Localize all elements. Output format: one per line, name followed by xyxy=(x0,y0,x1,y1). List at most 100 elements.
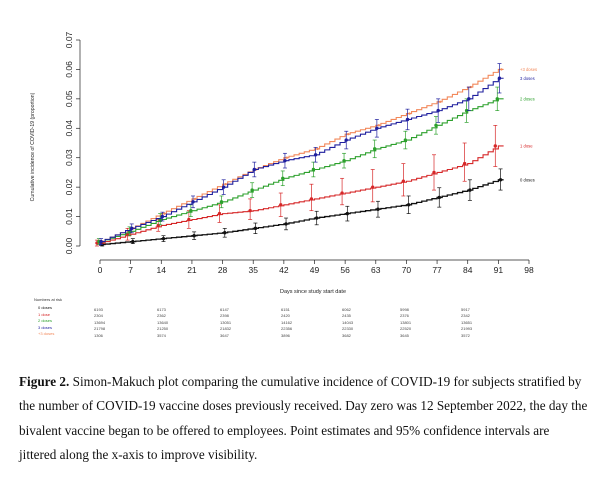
x-tick-label: 0 xyxy=(98,265,103,275)
risk-cell: 6193 xyxy=(94,306,103,312)
y-tick-label: 0.06 xyxy=(64,61,74,78)
y-tick-label: 0.00 xyxy=(64,237,74,254)
risk-cell: 6062 xyxy=(342,306,351,312)
step-line xyxy=(99,179,504,246)
risk-cell: 3574 xyxy=(157,332,166,338)
point-estimate xyxy=(99,239,103,244)
cumulative-incidence-chart: 0.00 0.01 0.02 0.03 0.04 0.05 0.06 0.07 0 7 14 21 28… xyxy=(30,31,537,295)
point-estimate xyxy=(437,195,441,200)
series-end-label: 0 doses xyxy=(520,177,535,182)
risk-table-title: Numbers at risk xyxy=(34,297,63,302)
point-estimate xyxy=(347,132,350,136)
point-estimate xyxy=(131,239,135,244)
point-estimate xyxy=(221,185,226,189)
point-estimate xyxy=(189,208,193,213)
x-tick-label: 63 xyxy=(371,265,381,275)
point-estimate xyxy=(283,158,287,163)
point-estimate xyxy=(316,147,319,151)
x-tick-label: 35 xyxy=(248,265,258,275)
point-estimate xyxy=(248,208,252,213)
point-estimate xyxy=(313,153,318,157)
point-estimate xyxy=(371,185,375,189)
risk-cell: 22330 xyxy=(342,326,354,331)
risk-cell: 6173 xyxy=(157,306,166,312)
point-estimate xyxy=(253,226,258,231)
risk-cell: 21993 xyxy=(461,326,473,331)
risk-cell: 22520 xyxy=(400,326,412,331)
point-estimate xyxy=(468,188,472,192)
x-tick-label: 98 xyxy=(524,265,534,275)
point-estimate xyxy=(377,124,381,127)
point-estimate xyxy=(408,112,411,115)
point-estimate xyxy=(498,178,503,182)
point-estimate xyxy=(432,170,436,175)
y-tick-label: 0.05 xyxy=(64,90,74,107)
point-estimate xyxy=(219,200,224,204)
x-axis-label: Days since study start date xyxy=(280,289,346,295)
risk-cell: 3647 xyxy=(220,332,229,338)
x-tick-label: 70 xyxy=(402,265,412,275)
point-estimate xyxy=(376,207,380,211)
point-estimate xyxy=(160,214,165,219)
point-estimate xyxy=(340,191,344,195)
point-estimate xyxy=(161,236,166,241)
series-end-label: +3 doses xyxy=(520,67,537,72)
point-estimate xyxy=(187,217,191,222)
x-tick-label: 7 xyxy=(128,265,133,275)
point-estimate xyxy=(375,126,379,130)
risk-cell: 2362 xyxy=(157,313,166,318)
point-estimate xyxy=(223,231,227,235)
risk-cell: 14162 xyxy=(281,319,293,325)
risk-cell: 3682 xyxy=(342,332,351,338)
point-estimate xyxy=(342,158,346,163)
point-estimate xyxy=(217,211,222,216)
point-estimate xyxy=(284,222,288,226)
point-estimate xyxy=(462,161,467,166)
point-estimate xyxy=(464,108,469,113)
point-estimate xyxy=(493,144,497,148)
point-estimate xyxy=(192,234,196,238)
point-estimate xyxy=(500,68,503,71)
point-estimate xyxy=(250,188,254,192)
risk-cell: 6147 xyxy=(220,306,229,312)
risk-cell: 21798 xyxy=(94,326,106,331)
point-estimate xyxy=(406,203,411,207)
series-3-doses: 3 doses xyxy=(99,63,535,246)
x-tick-label: 28 xyxy=(218,265,228,275)
risk-cell: 2435 xyxy=(342,313,351,318)
x-tick-label: 84 xyxy=(463,265,473,275)
risk-cell: 1306 xyxy=(94,332,103,338)
series-end-label: 3 doses xyxy=(520,76,535,81)
risk-cell: 13801 xyxy=(400,319,412,325)
point-estimate xyxy=(314,216,319,220)
risk-cell: 21832 xyxy=(220,326,232,331)
series-end-label: 2 doses xyxy=(520,96,535,101)
risk-cell: 13651 xyxy=(461,319,473,325)
risk-row-label: +3 doses xyxy=(38,331,55,336)
risk-cell: 5917 xyxy=(461,306,470,312)
risk-cell: 2304 xyxy=(94,313,103,318)
series-0-doses: 0 doses xyxy=(99,168,535,247)
risk-cell: 2376 xyxy=(400,313,409,318)
point-estimate xyxy=(495,97,499,101)
y-axis-label: Cumulative incidence of COVID-19 (propor… xyxy=(30,92,36,201)
x-tick-label: 14 xyxy=(157,265,167,275)
point-estimate xyxy=(252,167,257,172)
risk-cell: 3645 xyxy=(400,332,409,338)
risk-cell: 3572 xyxy=(461,332,470,338)
risk-row-label: 0 doses xyxy=(38,305,53,310)
point-estimate xyxy=(224,183,227,186)
risk-cell: 6151 xyxy=(281,306,290,312)
risk-cell: 21250 xyxy=(157,326,169,331)
risk-cell: 13640 xyxy=(157,319,169,325)
x-tick-label: 21 xyxy=(187,265,197,275)
point-estimate xyxy=(401,179,406,183)
risk-cell: 3896 xyxy=(281,332,290,338)
y-tick-label: 0.04 xyxy=(64,120,74,137)
point-estimate xyxy=(438,100,442,104)
axes-layer: 0.00 0.01 0.02 0.03 0.04 0.05 0.06 0.07 0 7 14 21 28… xyxy=(64,31,534,275)
point-estimate xyxy=(436,108,440,113)
point-estimate xyxy=(345,211,350,216)
risk-cell: 5998 xyxy=(400,306,409,312)
